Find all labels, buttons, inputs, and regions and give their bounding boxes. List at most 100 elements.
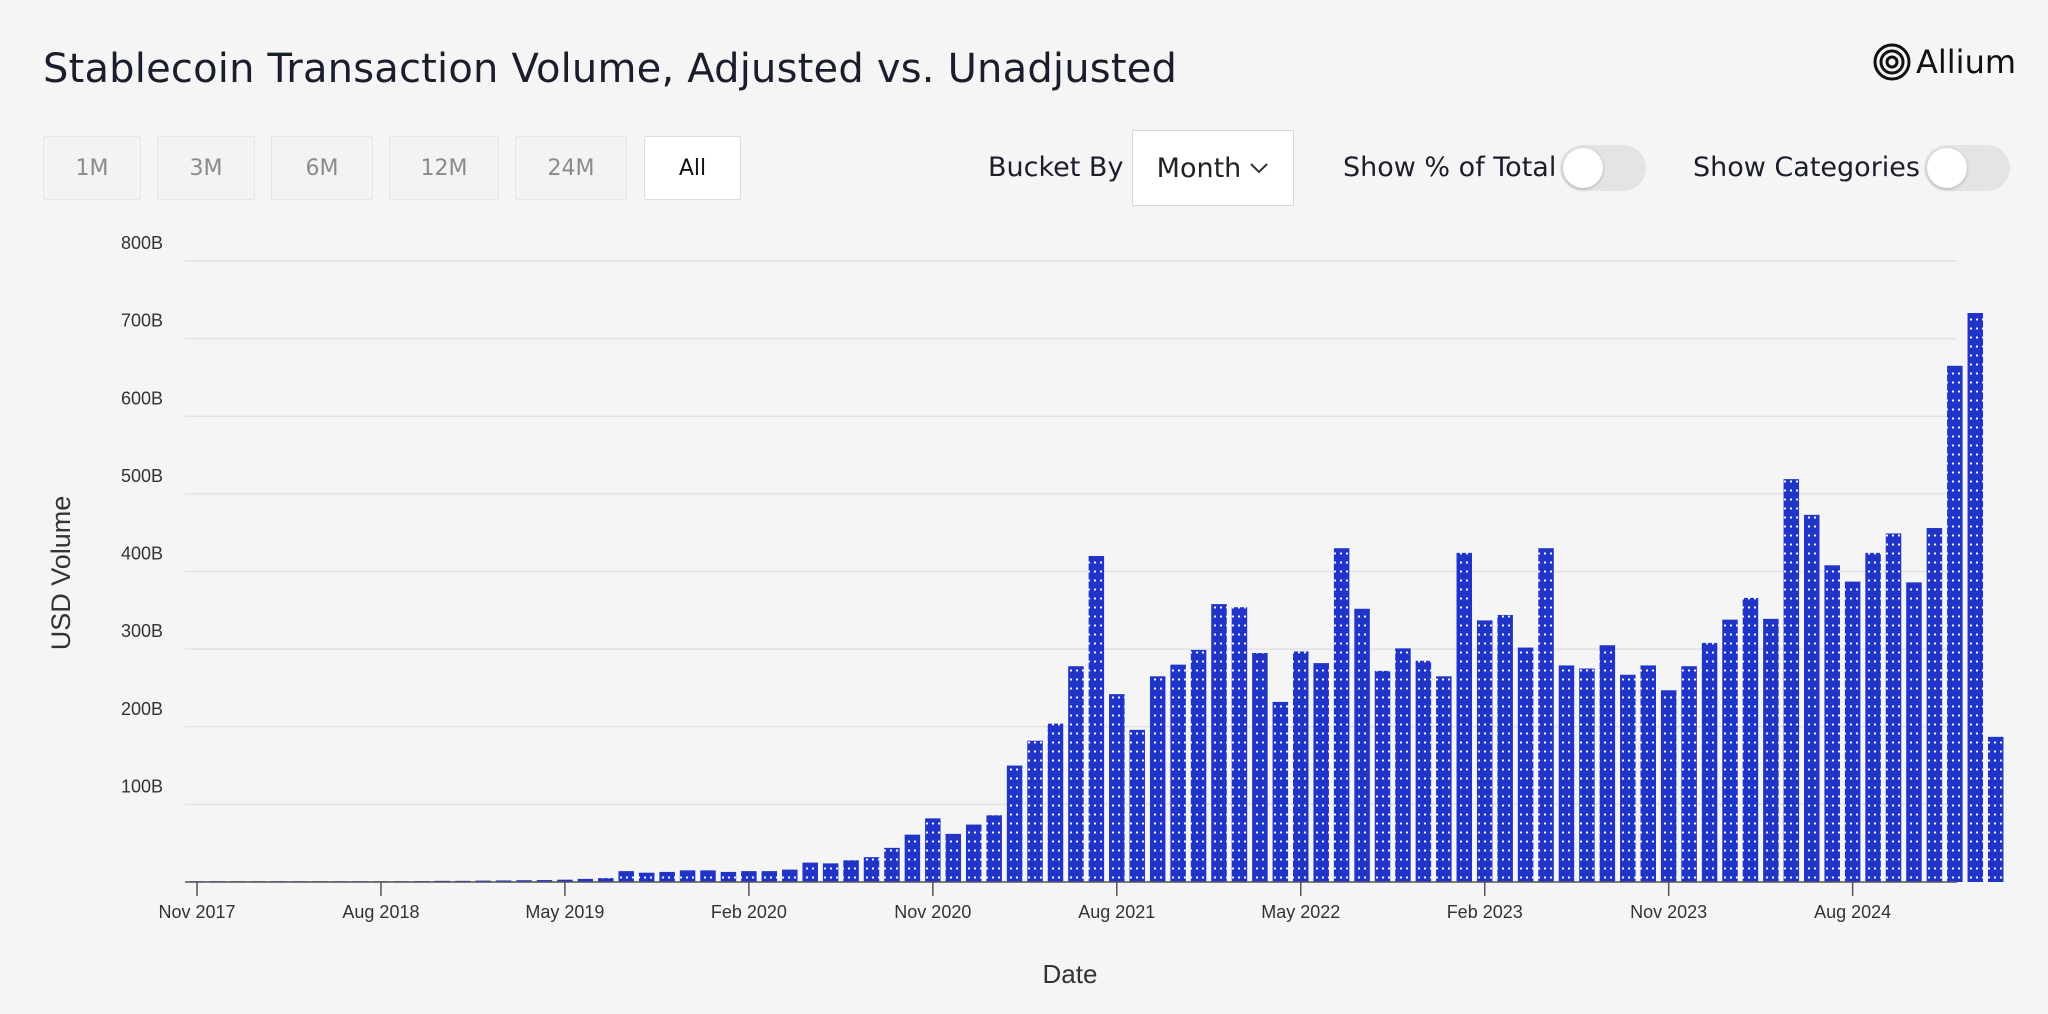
y-tick-label: 100B: [121, 776, 163, 796]
bar[interactable]: [904, 834, 921, 882]
bar[interactable]: [884, 847, 900, 882]
x-tick-label: May 2019: [525, 902, 604, 922]
brand-logo: Allium: [1872, 42, 2016, 82]
show-percent-toggle[interactable]: [1560, 145, 1646, 191]
bar[interactable]: [1926, 528, 1943, 882]
bar[interactable]: [1006, 765, 1023, 882]
bar[interactable]: [1722, 619, 1738, 882]
bar[interactable]: [536, 880, 553, 882]
bar[interactable]: [1742, 597, 1759, 882]
show-categories-label: Show Categories: [1693, 152, 1920, 183]
y-tick-label: 700B: [121, 311, 163, 331]
y-axis-label: USD Volume: [46, 496, 76, 651]
bar[interactable]: [1538, 548, 1554, 882]
range-button-3m[interactable]: 3M: [157, 136, 255, 200]
bar[interactable]: [1293, 651, 1309, 882]
bar[interactable]: [1395, 648, 1411, 882]
bar[interactable]: [1068, 666, 1084, 882]
bar[interactable]: [1640, 665, 1656, 882]
bar[interactable]: [782, 869, 798, 882]
bar[interactable]: [1763, 618, 1779, 882]
bar[interactable]: [1415, 660, 1432, 882]
bar[interactable]: [1804, 514, 1820, 882]
bar[interactable]: [720, 871, 737, 882]
bar[interactable]: [1987, 736, 2004, 882]
bar[interactable]: [1129, 729, 1145, 882]
bar[interactable]: [598, 878, 614, 882]
bar[interactable]: [1497, 614, 1513, 882]
range-button-24m[interactable]: 24M: [515, 136, 627, 200]
bar[interactable]: [495, 880, 512, 882]
y-axis-ticks: 100B 200B 300B 400B 500B 600B 700B 800B: [121, 233, 163, 796]
bar[interactable]: [925, 818, 941, 882]
bar[interactable]: [1211, 604, 1227, 882]
bar[interactable]: [516, 880, 532, 882]
bar[interactable]: [1824, 565, 1840, 882]
bar[interactable]: [1844, 581, 1861, 882]
bar[interactable]: [1660, 690, 1677, 882]
bar[interactable]: [1374, 670, 1391, 882]
bar[interactable]: [659, 871, 675, 882]
bar[interactable]: [1865, 552, 1881, 882]
bar[interactable]: [1109, 694, 1125, 882]
bar[interactable]: [1620, 674, 1636, 882]
bar[interactable]: [1088, 555, 1105, 882]
range-button-1m[interactable]: 1M: [43, 136, 141, 200]
bar[interactable]: [1047, 723, 1064, 882]
x-axis-label: Date: [1043, 959, 1098, 989]
bar[interactable]: [1906, 582, 1922, 882]
y-tick-label: 600B: [121, 388, 163, 408]
bar[interactable]: [965, 824, 982, 882]
bar[interactable]: [1476, 620, 1493, 882]
x-tick-label: Feb 2023: [1447, 902, 1523, 922]
bar[interactable]: [843, 860, 859, 882]
toggle-knob: [1563, 148, 1603, 188]
bar[interactable]: [618, 871, 634, 882]
bar[interactable]: [1456, 552, 1473, 882]
bar[interactable]: [1252, 653, 1268, 882]
bar[interactable]: [557, 879, 573, 882]
bar[interactable]: [945, 833, 962, 882]
range-button-12m[interactable]: 12M: [389, 136, 499, 200]
bar[interactable]: [863, 857, 880, 882]
bar[interactable]: [1354, 608, 1370, 882]
bar[interactable]: [1579, 668, 1595, 882]
bar[interactable]: [1599, 645, 1616, 882]
bar[interactable]: [1333, 548, 1350, 882]
range-button-all[interactable]: All: [644, 136, 741, 200]
bar[interactable]: [1885, 533, 1902, 882]
bucket-by-select[interactable]: Month: [1132, 130, 1294, 206]
bar[interactable]: [1149, 676, 1166, 882]
bar[interactable]: [761, 871, 778, 882]
bar[interactable]: [1681, 666, 1697, 882]
bar[interactable]: [679, 870, 696, 882]
bar[interactable]: [802, 862, 818, 882]
bar[interactable]: [986, 815, 1002, 882]
bar[interactable]: [700, 870, 716, 882]
bar[interactable]: [1947, 365, 1963, 882]
bar[interactable]: [1558, 665, 1575, 882]
bar[interactable]: [1272, 701, 1289, 882]
bucket-by-value: Month: [1156, 152, 1242, 184]
page-title: Stablecoin Transaction Volume, Adjusted …: [43, 46, 1178, 92]
bar[interactable]: [1517, 647, 1534, 882]
bar[interactable]: [741, 871, 757, 882]
show-categories-toggle[interactable]: [1924, 145, 2010, 191]
chevron-down-icon: [1250, 163, 1269, 174]
bar[interactable]: [1190, 649, 1207, 882]
x-tick-label: Aug 2018: [342, 902, 419, 922]
bar[interactable]: [577, 878, 594, 882]
bar[interactable]: [1313, 663, 1329, 882]
bar[interactable]: [638, 872, 655, 882]
bar[interactable]: [1170, 664, 1186, 882]
bar[interactable]: [1701, 642, 1718, 882]
y-tick-label: 500B: [121, 466, 163, 486]
bar[interactable]: [1783, 479, 1800, 882]
bar[interactable]: [1436, 676, 1452, 882]
bar[interactable]: [1231, 607, 1248, 882]
bar[interactable]: [1967, 313, 1984, 882]
range-button-6m[interactable]: 6M: [271, 136, 373, 200]
bar[interactable]: [822, 863, 839, 882]
bar[interactable]: [1027, 740, 1043, 882]
